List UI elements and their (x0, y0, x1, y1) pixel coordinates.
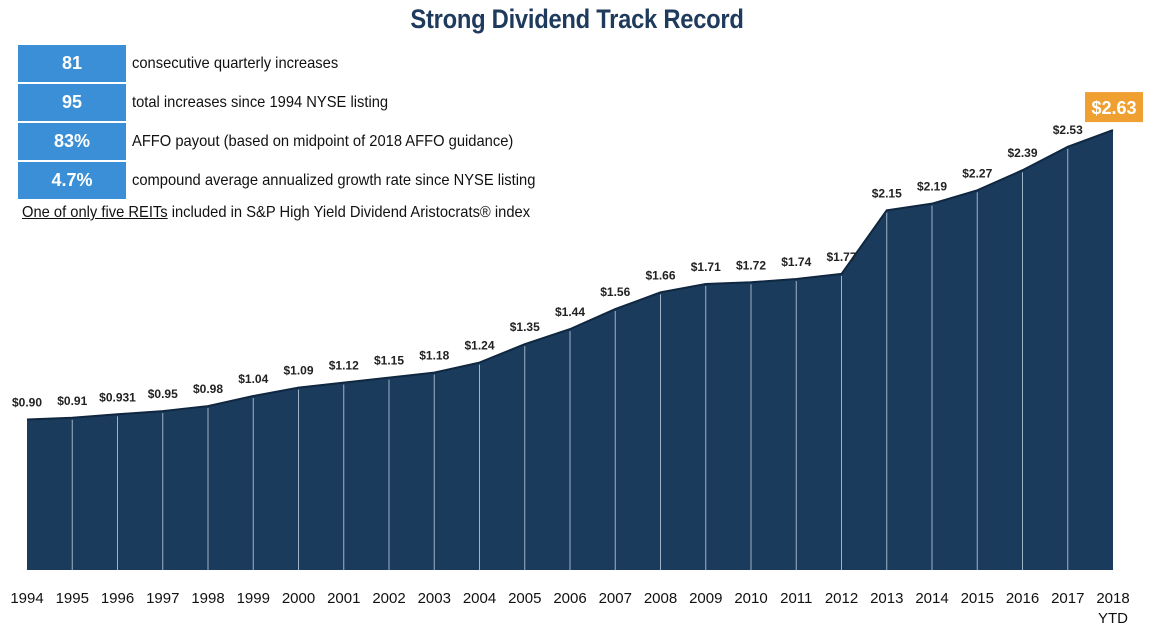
value-label: $2.39 (1007, 146, 1037, 160)
year-label: 2012 (825, 590, 858, 607)
value-label: $1.66 (645, 268, 675, 282)
value-label: $0.91 (57, 394, 87, 408)
value-label: $1.71 (691, 260, 721, 274)
value-label: $0.95 (148, 387, 178, 401)
stat-value-box: 83% (18, 123, 126, 160)
stat-description: AFFO payout (based on midpoint of 2018 A… (132, 133, 514, 150)
year-label: 2001 (327, 590, 360, 607)
stat-row-affo-payout: 83% AFFO payout (based on midpoint of 20… (18, 123, 638, 160)
stat-value-box: 95 (18, 84, 126, 121)
year-label: 2002 (372, 590, 405, 607)
year-sublabel: YTD (1098, 610, 1128, 627)
aristocrats-note: One of only five REITs included in S&P H… (22, 204, 530, 222)
aristocrats-note-rest: included in S&P High Yield Dividend Aris… (167, 204, 531, 221)
value-label: $1.77 (826, 250, 856, 264)
stat-row-quarterly-increases: 81 consecutive quarterly increases (18, 45, 638, 82)
value-label: $0.98 (193, 382, 223, 396)
highlight-value-label: $2.63 (1091, 98, 1136, 118)
value-label: $0.90 (12, 395, 42, 409)
value-label: $2.27 (962, 166, 992, 180)
stat-row-growth-rate: 4.7% compound average annualized growth … (18, 162, 638, 199)
value-label: $1.35 (510, 320, 540, 334)
year-label: 2010 (734, 590, 767, 607)
stat-row-total-increases: 95 total increases since 1994 NYSE listi… (18, 84, 638, 121)
year-label: 2015 (961, 590, 994, 607)
year-label: 2009 (689, 590, 722, 607)
value-label: $1.12 (329, 359, 359, 373)
year-label: 2007 (599, 590, 632, 607)
year-label: 2006 (553, 590, 586, 607)
value-label: $1.15 (374, 354, 404, 368)
year-label: 2000 (282, 590, 315, 607)
value-label: $0.931 (99, 390, 136, 404)
year-label: 2016 (1006, 590, 1039, 607)
year-label: 1994 (10, 590, 43, 607)
stat-description: total increases since 1994 NYSE listing (132, 94, 389, 111)
year-label: 2003 (418, 590, 451, 607)
year-label: 2014 (915, 590, 948, 607)
stat-value-box: 4.7% (18, 162, 126, 199)
value-label: $2.53 (1053, 123, 1083, 137)
year-label: 2017 (1051, 590, 1084, 607)
value-label: $2.19 (917, 180, 947, 194)
dividend-line (26, 129, 1114, 421)
year-label: 2005 (508, 590, 541, 607)
value-label: $1.72 (736, 258, 766, 272)
year-label: 2018 (1096, 590, 1129, 607)
value-label: $1.24 (464, 339, 494, 353)
value-label: $1.74 (781, 255, 811, 269)
year-label: 2008 (644, 590, 677, 607)
year-label: 1996 (101, 590, 134, 607)
chart-title: Strong Dividend Track Record (410, 4, 744, 34)
year-label: 2013 (870, 590, 903, 607)
stat-description: consecutive quarterly increases (132, 55, 339, 72)
highlight-label-box (1085, 92, 1143, 123)
year-label: 2004 (463, 590, 496, 607)
value-label: $1.04 (238, 372, 268, 386)
aristocrats-note-underlined: One of only five REITs (22, 204, 168, 221)
value-label: $1.44 (555, 305, 585, 319)
stat-value-box: 81 (18, 45, 126, 82)
value-label: $2.15 (872, 186, 902, 200)
year-label: 1999 (237, 590, 270, 607)
value-label: $1.09 (283, 364, 313, 378)
year-label: 1998 (191, 590, 224, 607)
year-label: 2011 (780, 590, 812, 607)
value-label: $1.56 (600, 285, 630, 299)
stat-description: compound average annualized growth rate … (132, 172, 536, 189)
value-label: $1.18 (419, 349, 449, 363)
year-label: 1997 (146, 590, 179, 607)
year-label: 1995 (56, 590, 89, 607)
